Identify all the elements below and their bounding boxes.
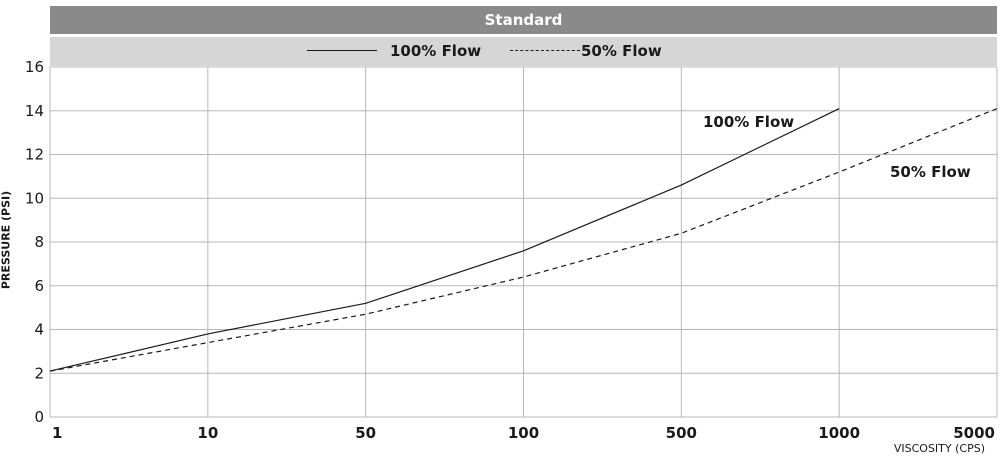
y-tick-label: 6 (34, 277, 44, 295)
legend: 100% Flow 50% Flow (50, 37, 997, 66)
legend-dashed-line (510, 50, 580, 51)
x-tick-label: 10 (197, 424, 218, 442)
legend-label-100-flow: 100% Flow (390, 42, 482, 60)
y-tick-label: 12 (25, 146, 44, 164)
chart-title: Standard (484, 11, 563, 29)
y-axis-label: PRESSURE (PSI) (0, 190, 13, 290)
y-tick-label: 4 (34, 321, 44, 339)
y-tick-label: 8 (34, 233, 44, 251)
x-tick-label: 100 (508, 424, 539, 442)
y-tick-label: 2 (34, 364, 44, 382)
x-axis-label: VISCOSITY (CPS) (894, 442, 985, 455)
x-tick-label: 1 (52, 424, 62, 442)
x-tick-label: 50 (355, 424, 376, 442)
x-tick-label: 1000 (818, 424, 860, 442)
y-tick-label: 14 (25, 102, 44, 120)
x-tick-label: 5000 (953, 424, 995, 442)
y-tick-label: 10 (25, 189, 44, 207)
legend-label-50-flow: 50% Flow (581, 42, 662, 60)
annotation-50-flow: 50% Flow (890, 163, 971, 181)
annotation-100-flow: 100% Flow (703, 113, 794, 131)
series-line-100-flow (49, 108, 840, 372)
legend-solid-line (307, 50, 377, 51)
chart-title-bar: Standard (50, 6, 997, 34)
y-tick-label: 16 (25, 58, 44, 76)
y-tick-label: 0 (34, 408, 44, 426)
x-tick-label: 500 (666, 424, 697, 442)
